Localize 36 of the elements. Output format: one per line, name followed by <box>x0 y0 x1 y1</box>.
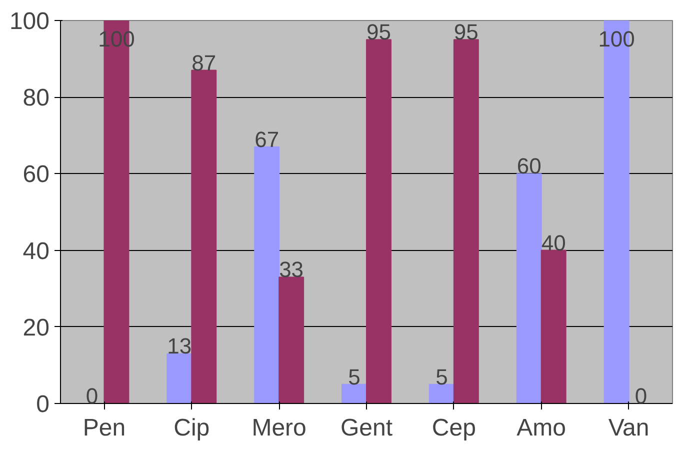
bar <box>428 384 454 404</box>
y-tick-label: 20 <box>22 314 50 342</box>
x-tick-label: Van <box>608 414 650 442</box>
x-tick-label: Amo <box>516 414 566 442</box>
bar <box>453 39 479 404</box>
y-tick-label: 60 <box>22 161 50 188</box>
data-label: 67 <box>254 126 280 152</box>
x-tick-label: Pen <box>82 414 126 442</box>
data-label: 87 <box>192 50 216 76</box>
data-label: 40 <box>541 230 566 256</box>
data-label: 0 <box>86 384 98 408</box>
data-label: 13 <box>167 334 192 359</box>
bar <box>516 173 542 404</box>
data-label: 95 <box>366 20 391 45</box>
data-label: 33 <box>279 257 304 282</box>
bar <box>191 70 217 404</box>
y-tick-label: 40 <box>22 238 50 265</box>
bar <box>254 146 280 404</box>
data-label: 100 <box>598 26 635 52</box>
bar <box>166 353 192 404</box>
bar <box>540 250 566 404</box>
x-tick-label: Gent <box>340 414 393 442</box>
data-label: 5 <box>348 364 360 390</box>
bar <box>366 39 392 404</box>
x-tick-label: Mero <box>252 414 306 442</box>
data-label: 95 <box>454 20 478 45</box>
x-tick-label: Cip <box>174 414 210 442</box>
data-label: 5 <box>436 364 448 390</box>
x-tick-label: Cep <box>432 414 476 442</box>
bar <box>342 384 367 404</box>
data-label: 60 <box>516 154 542 179</box>
y-tick-label: 100 <box>9 8 50 35</box>
data-label: 0 <box>634 384 648 408</box>
bar <box>278 276 304 404</box>
y-tick-label: 0 <box>36 391 50 418</box>
y-tick-label: 80 <box>22 84 50 112</box>
